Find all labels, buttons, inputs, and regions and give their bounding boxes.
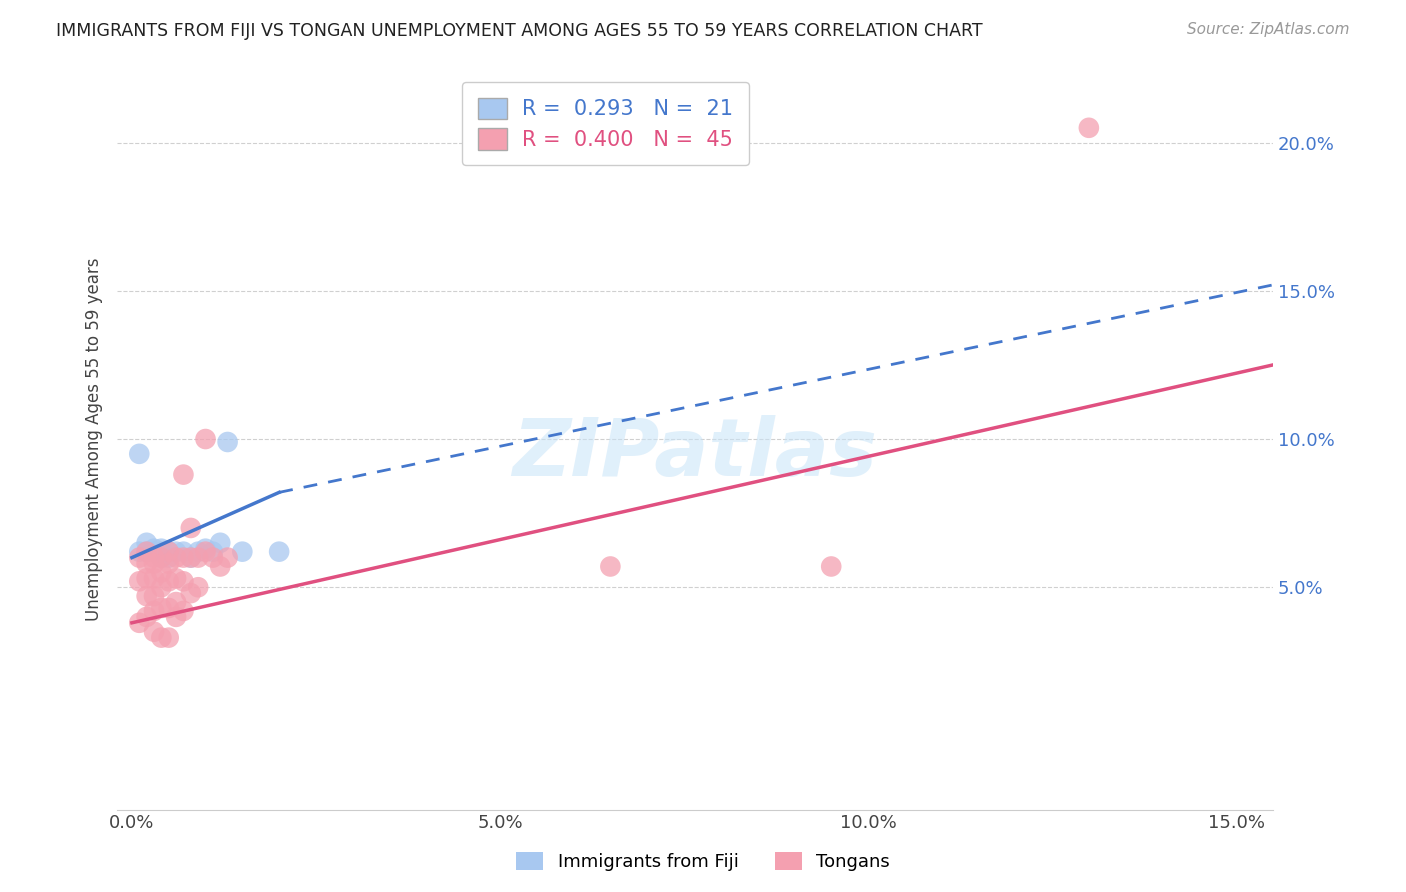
Point [135, 589, 157, 603]
Point [150, 566, 173, 580]
Point [180, 586, 202, 600]
Point [194, 432, 217, 446]
Point [143, 557, 166, 571]
Point [194, 541, 217, 556]
Y-axis label: Unemployment Among Ages 55 to 59 years: Unemployment Among Ages 55 to 59 years [86, 257, 103, 621]
Point [150, 631, 173, 645]
Point [194, 544, 217, 558]
Point [217, 435, 239, 450]
Point [150, 580, 173, 594]
Point [157, 544, 180, 558]
Point [165, 571, 187, 585]
Legend: Immigrants from Fiji, Tongans: Immigrants from Fiji, Tongans [509, 845, 897, 879]
Text: ZIPatlas: ZIPatlas [513, 415, 877, 493]
Point [143, 624, 166, 639]
Point [201, 550, 224, 565]
Point [180, 521, 202, 535]
Point [165, 610, 187, 624]
Point [157, 574, 180, 589]
Text: IMMIGRANTS FROM FIJI VS TONGAN UNEMPLOYMENT AMONG AGES 55 TO 59 YEARS CORRELATIO: IMMIGRANTS FROM FIJI VS TONGAN UNEMPLOYM… [56, 22, 983, 40]
Point [201, 544, 224, 558]
Point [165, 595, 187, 609]
Point [172, 550, 194, 565]
Point [180, 550, 202, 565]
Point [150, 601, 173, 615]
Legend: R =  0.293   N =  21, R =  0.400   N =  45: R = 0.293 N = 21, R = 0.400 N = 45 [463, 82, 749, 165]
Point [599, 559, 621, 574]
Point [128, 574, 150, 589]
Point [187, 580, 209, 594]
Point [135, 544, 157, 558]
Point [157, 550, 180, 565]
Point [143, 589, 166, 603]
Point [231, 544, 253, 558]
Point [172, 574, 194, 589]
Point [135, 557, 157, 571]
Point [128, 615, 150, 630]
Point [135, 571, 157, 585]
Point [209, 535, 232, 549]
Point [143, 604, 166, 618]
Point [172, 544, 194, 558]
Point [157, 544, 180, 558]
Point [150, 544, 173, 558]
Point [150, 541, 173, 556]
Point [143, 571, 166, 585]
Point [143, 544, 166, 558]
Point [135, 610, 157, 624]
Point [209, 559, 232, 574]
Point [150, 550, 173, 565]
Text: Source: ZipAtlas.com: Source: ZipAtlas.com [1187, 22, 1350, 37]
Point [128, 447, 150, 461]
Point [143, 541, 166, 556]
Point [165, 544, 187, 558]
Point [128, 544, 150, 558]
Point [180, 550, 202, 565]
Point [1077, 120, 1099, 135]
Point [128, 550, 150, 565]
Point [172, 604, 194, 618]
Point [269, 544, 291, 558]
Point [157, 557, 180, 571]
Point [143, 550, 166, 565]
Point [135, 544, 157, 558]
Point [820, 559, 842, 574]
Point [165, 550, 187, 565]
Point [217, 550, 239, 565]
Point [187, 544, 209, 558]
Point [157, 631, 180, 645]
Point [187, 550, 209, 565]
Point [135, 535, 157, 549]
Point [150, 550, 173, 565]
Point [172, 467, 194, 482]
Point [157, 601, 180, 615]
